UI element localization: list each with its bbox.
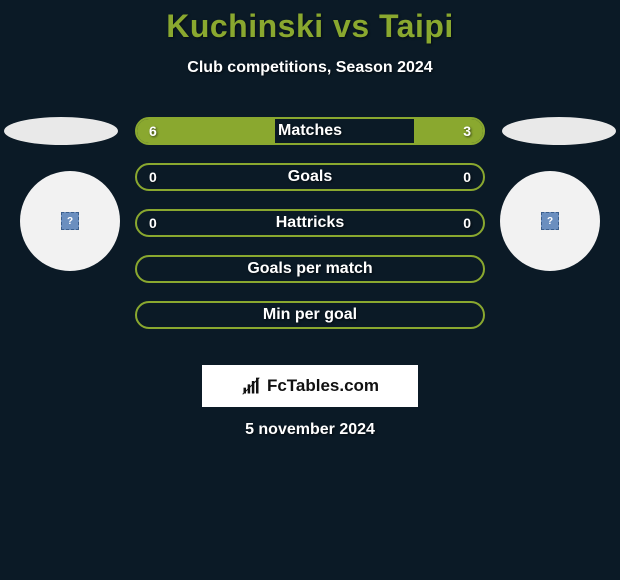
avatar-placeholder-left: ? (20, 171, 120, 271)
stat-row-goals: 0 Goals 0 (135, 163, 485, 191)
oval-placeholder-left (4, 117, 118, 145)
stat-row-goals-per-match: Goals per match (135, 255, 485, 283)
stat-bars: 6 Matches 3 0 Goals 0 0 Hattricks 0 Goal… (135, 117, 485, 347)
badge-text: FcTables.com (267, 376, 379, 396)
stat-label: Goals per match (137, 257, 483, 281)
bar-chart-icon (241, 376, 261, 396)
stat-row-min-per-goal: Min per goal (135, 301, 485, 329)
stat-label: Goals (137, 165, 483, 189)
page-title: Kuchinski vs Taipi (0, 0, 620, 45)
stat-row-hattricks: 0 Hattricks 0 (135, 209, 485, 237)
stat-label: Hattricks (137, 211, 483, 235)
comparison-area: ? ? 6 Matches 3 0 Goals 0 0 Hattricks 0 (0, 117, 620, 357)
stat-row-matches: 6 Matches 3 (135, 117, 485, 145)
avatar-placeholder-right: ? (500, 171, 600, 271)
stat-value-right: 3 (463, 119, 471, 143)
stat-label: Min per goal (137, 303, 483, 327)
oval-placeholder-right (502, 117, 616, 145)
date-text: 5 november 2024 (0, 421, 620, 439)
stat-value-right: 0 (463, 211, 471, 235)
source-badge: FcTables.com (202, 365, 418, 407)
subtitle: Club competitions, Season 2024 (0, 59, 620, 77)
stat-value-right: 0 (463, 165, 471, 189)
stat-label: Matches (137, 119, 483, 143)
question-icon: ? (541, 212, 559, 230)
question-icon: ? (61, 212, 79, 230)
